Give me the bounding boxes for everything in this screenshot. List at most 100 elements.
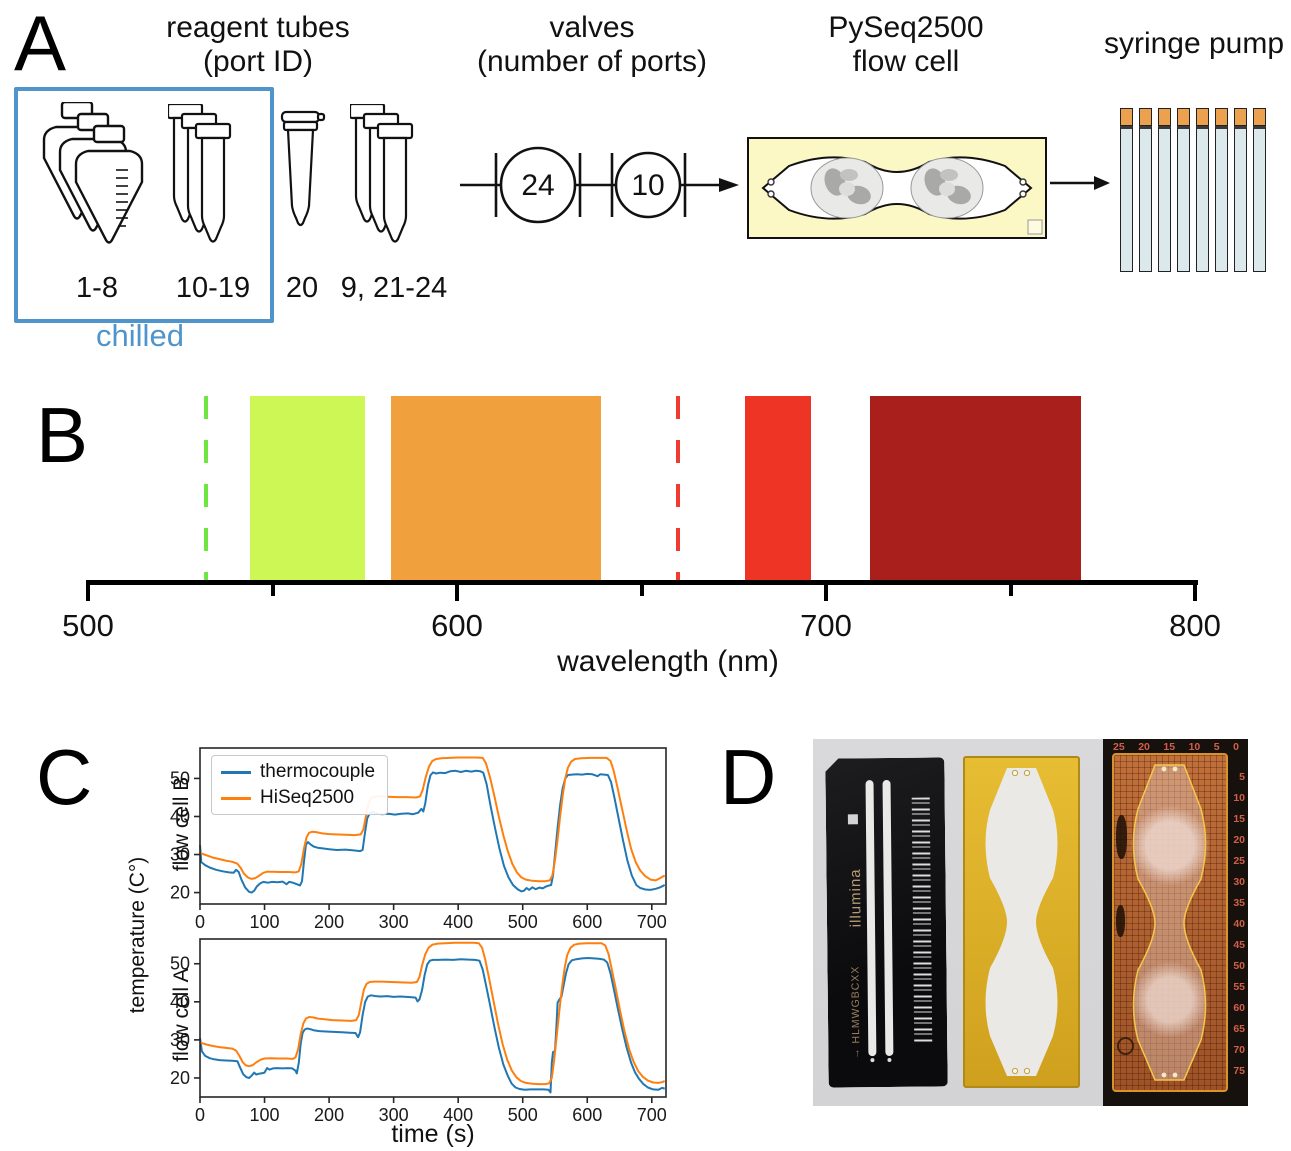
flow-cell-photo: illumina → HLMWGBCXX 25 20 15 10 5 0 — [813, 739, 1248, 1106]
svg-text:400: 400 — [443, 912, 473, 932]
flow-cell-id-label: → HLMWGBCXX — [849, 965, 863, 1060]
svg-text:30: 30 — [170, 1030, 190, 1050]
bowtie-channel-shape — [985, 768, 1058, 1076]
wavelength-tick-label: 800 — [1169, 608, 1221, 643]
legend-label-hiseq: HiSeq2500 — [260, 787, 355, 808]
svg-text:20: 20 — [170, 1068, 190, 1088]
tube-label-9-21-24: 9, 21-24 — [340, 272, 448, 304]
syringe-icon — [1139, 108, 1152, 272]
svg-text:20: 20 — [170, 883, 190, 903]
taped-flowcell-photo — [1112, 753, 1228, 1092]
temperature-ylabel: temperature (C°) — [126, 856, 149, 1014]
tube-label-10-19: 10-19 — [175, 272, 251, 304]
syringe-pump-title: syringe pump — [1103, 27, 1285, 60]
panel-d-letter: D — [720, 733, 777, 821]
barcode — [912, 798, 933, 1043]
legend-row-hiseq: HiSeq2500 — [221, 787, 375, 809]
flowcell-lens-right — [910, 157, 984, 219]
svg-text:40: 40 — [170, 992, 190, 1012]
svg-text:500: 500 — [508, 912, 538, 932]
fiducial-square — [848, 814, 858, 824]
flow-cell-b-plot: 0 100 200 300 400 500 600 700 20 30 40 50 — [148, 742, 694, 947]
laser-line — [204, 396, 209, 580]
tube-label-1-8: 1-8 — [76, 272, 118, 304]
syringe-icon — [1120, 108, 1133, 272]
falcon-tubes-10-19-icon — [168, 104, 232, 243]
legend-row-thermocouple: thermocouple — [221, 761, 375, 783]
hiseq-line-swatch — [221, 796, 251, 800]
reagent-tubes-title: reagent tubes — [166, 11, 350, 44]
syringe-icon — [1234, 108, 1247, 272]
svg-text:200: 200 — [314, 912, 344, 932]
valve-10-label: 10 — [631, 169, 664, 202]
flow-cell-b-ylabel: flow cell B — [170, 776, 193, 872]
flow-arrow-icon — [1050, 176, 1110, 190]
svg-text:0: 0 — [195, 1105, 205, 1125]
chilled-label: chilled — [96, 318, 184, 353]
illumina-brand-label: illumina — [846, 868, 865, 928]
syringe-icon — [1253, 108, 1266, 272]
falcon-tubes-9-21-24-icon — [350, 104, 414, 243]
ruler-side-scale: 5 10 15 20 25 30 35 40 45 50 55 60 65 70 75 — [1233, 771, 1245, 1077]
emission-spectrum-chart: wavelength (nm) 500 600 700 800 — [0, 388, 1291, 688]
svg-text:50: 50 — [170, 954, 190, 974]
emission-band — [390, 396, 601, 580]
emission-band — [744, 396, 812, 580]
flowcell-subtitle: flow cell — [852, 45, 960, 78]
ruler-photo-section: 25 20 15 10 5 0 5 10 15 20 25 30 35 40 45 50 55 60 65 70 75 — [1103, 739, 1248, 1106]
valve-10-icon — [614, 151, 682, 219]
ruler-top-scale: 25 20 15 10 5 0 — [1113, 741, 1239, 753]
svg-text:300: 300 — [379, 912, 409, 932]
flow-cell-a-ylabel: flow cell A — [170, 968, 193, 1062]
svg-text:30: 30 — [170, 845, 190, 865]
syringe-icon — [1196, 108, 1209, 272]
svg-text:100: 100 — [250, 912, 280, 932]
svg-text:50: 50 — [170, 768, 190, 788]
pyseq-flowcell-schematic — [747, 137, 1047, 239]
thermocouple-line-swatch — [221, 770, 251, 774]
tube-label-20: 20 — [285, 272, 319, 304]
valve-24-label: 24 — [521, 169, 554, 202]
valves-subtitle: (number of ports) — [476, 45, 708, 78]
wavelength-tick-label: 500 — [62, 608, 114, 643]
wavelength-tick-label: 700 — [800, 608, 852, 643]
svg-text:0: 0 — [195, 912, 205, 932]
flowcell-lens-left — [810, 157, 884, 219]
small-tube-icon — [280, 110, 326, 227]
legend-label-thermocouple: thermocouple — [260, 761, 376, 782]
panel-b-letter: B — [36, 391, 89, 479]
svg-text:500: 500 — [508, 1105, 538, 1125]
laser-line — [676, 396, 681, 580]
syringe-icon — [1215, 108, 1228, 272]
panel-a-letter: A — [14, 0, 67, 87]
svg-text:700: 700 — [637, 912, 667, 932]
emission-band — [870, 396, 1081, 580]
chilled-box — [14, 87, 274, 323]
flow-arrow-icon — [719, 178, 739, 192]
plot-legend: thermocouple HiSeq2500 — [211, 755, 389, 815]
cone-bottles-icon — [42, 102, 144, 244]
valves-title: valves — [549, 11, 635, 44]
flowcell-title: PySeq2500 — [828, 11, 984, 44]
pyseq-flowcell-photo — [963, 756, 1080, 1088]
syringe-icon — [1177, 108, 1190, 272]
panel-c-letter: C — [36, 733, 93, 821]
time-xlabel: time (s) — [391, 1120, 475, 1148]
svg-text:100: 100 — [250, 1105, 280, 1125]
svg-text:40: 40 — [170, 806, 190, 826]
svg-text:600: 600 — [572, 912, 602, 932]
channel-1 — [866, 780, 877, 1056]
syringe-pump-icon — [1120, 108, 1272, 272]
wavelength-axis — [86, 580, 1198, 585]
channel-2 — [883, 780, 894, 1056]
svg-text:400: 400 — [443, 1105, 473, 1125]
svg-text:300: 300 — [379, 1105, 409, 1125]
emission-band — [250, 396, 365, 580]
bowtie-outline — [1132, 764, 1207, 1081]
valve-diagram: 24 10 — [460, 146, 739, 224]
svg-text:200: 200 — [314, 1105, 344, 1125]
syringe-icon — [1158, 108, 1171, 272]
svg-text:600: 600 — [572, 1105, 602, 1125]
reagent-tubes-subtitle: (port ID) — [202, 45, 313, 78]
